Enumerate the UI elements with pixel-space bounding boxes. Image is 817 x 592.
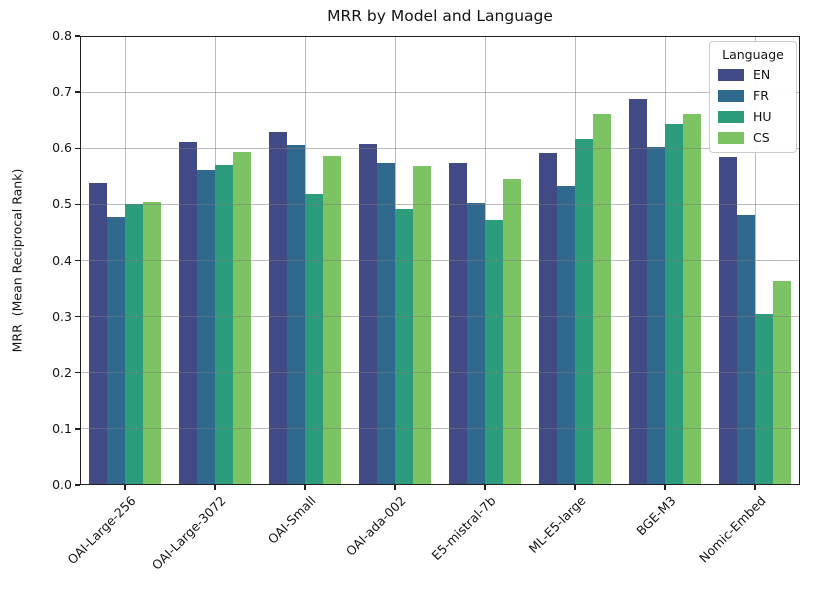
gridline-horizontal — [80, 203, 800, 205]
bar-BGE-M3-EN — [629, 99, 647, 485]
bar-ML-E5-large-HU — [575, 139, 593, 485]
legend-items: EN FR HU CS — [718, 66, 788, 146]
bar-OAI-Small-EN — [269, 131, 287, 485]
y-tick-mark — [75, 372, 80, 374]
bar-OAI-Small-HU — [305, 194, 323, 485]
y-tick-mark — [75, 484, 80, 486]
x-tick-mark — [214, 485, 216, 490]
y-tick-mark — [75, 91, 80, 93]
bar-ML-E5-large-CS — [593, 114, 611, 485]
gridline-vertical — [304, 36, 306, 485]
y-tick-mark — [75, 259, 80, 262]
y-tick-label: 0.2 — [52, 364, 72, 380]
y-tick-mark — [75, 35, 80, 37]
x-tick-mark — [574, 485, 576, 490]
legend-swatch-HU — [718, 110, 744, 123]
bar-OAI-Large-256-EN — [89, 183, 107, 485]
x-tick-mark — [664, 485, 666, 490]
y-tick-mark — [75, 147, 80, 149]
bar-OAI-Small-CS — [323, 155, 341, 485]
legend-label-CS: CS — [753, 130, 770, 145]
bar-BGE-M3-CS — [683, 114, 701, 485]
y-axis-label-container: MRR (Mean Reciprocal Rank) — [0, 36, 34, 485]
legend-item-CS: CS — [718, 129, 788, 146]
bar-OAI-Large-256-HU — [125, 204, 143, 485]
bar-OAI-ada-002-FR — [377, 162, 395, 485]
gridline-horizontal — [80, 91, 800, 93]
legend-label-FR: FR — [753, 88, 769, 103]
legend-item-HU: HU — [718, 108, 788, 125]
bar-Nomic-Embed-FR — [737, 215, 755, 485]
y-tick-mark — [75, 203, 80, 206]
legend-title: Language — [722, 47, 784, 62]
legend-swatch-CS — [718, 131, 744, 144]
gridline-vertical — [214, 36, 216, 485]
gridline-vertical — [574, 36, 576, 485]
x-tick-label: OAI-Large-256 — [64, 493, 139, 568]
y-tick-label: 0.4 — [52, 252, 72, 268]
bar-ML-E5-large-FR — [557, 185, 575, 485]
bar-E5-mistral-7b-FR — [467, 202, 485, 485]
legend-item-EN: EN — [718, 66, 788, 83]
bar-OAI-ada-002-EN — [359, 144, 377, 485]
x-tick-mark — [484, 485, 486, 490]
bar-OAI-ada-002-HU — [395, 209, 413, 485]
bar-E5-mistral-7b-HU — [485, 219, 503, 485]
y-tick-label: 0.6 — [52, 140, 72, 156]
bar-OAI-Large-256-CS — [143, 201, 161, 485]
y-axis-label: MRR (Mean Reciprocal Rank) — [9, 168, 25, 353]
bar-ML-E5-large-EN — [539, 152, 557, 485]
y-tick-label: 0.5 — [52, 196, 72, 212]
legend-item-FR: FR — [718, 87, 788, 104]
bar-OAI-ada-002-CS — [413, 166, 431, 485]
chart-title: MRR by Model and Language — [327, 7, 553, 25]
gridline-vertical — [394, 36, 396, 485]
gridline-vertical — [124, 36, 126, 485]
legend-swatch-EN — [718, 68, 744, 81]
gridline-horizontal — [80, 147, 800, 149]
y-tick-label: 0.8 — [52, 28, 72, 43]
x-tick-mark — [754, 485, 756, 490]
bar-OAI-Small-FR — [287, 145, 305, 485]
bar-Nomic-Embed-HU — [755, 313, 773, 485]
y-tick-label: 0.1 — [52, 420, 72, 436]
bar-OAI-Large-3072-FR — [197, 170, 215, 485]
y-tick-mark — [75, 428, 80, 430]
bar-OAI-Large-3072-EN — [179, 141, 197, 485]
legend-label-EN: EN — [753, 67, 771, 82]
bar-E5-mistral-7b-CS — [503, 179, 521, 485]
gridline-vertical — [754, 36, 756, 485]
gridline-horizontal — [80, 316, 800, 318]
bar-OAI-Large-3072-HU — [215, 165, 233, 485]
bar-Nomic-Embed-EN — [719, 157, 737, 485]
gridline-horizontal — [80, 428, 800, 430]
gridline-vertical — [664, 36, 666, 485]
gridline-horizontal — [80, 260, 800, 261]
bar-E5-mistral-7b-EN — [449, 163, 467, 485]
legend-swatch-FR — [718, 89, 744, 102]
bar-Nomic-Embed-CS — [773, 281, 791, 485]
bar-OAI-Large-3072-CS — [233, 152, 251, 485]
y-tick-label: 0.3 — [52, 308, 72, 324]
bar-BGE-M3-FR — [647, 146, 665, 485]
legend-label-HU: HU — [753, 109, 772, 124]
bar-OAI-Large-256-FR — [107, 216, 125, 485]
y-tick-mark — [75, 315, 80, 318]
x-tick-mark — [124, 485, 126, 490]
legend: Language EN FR HU CS — [709, 41, 797, 153]
bar-BGE-M3-HU — [665, 123, 683, 485]
y-tick-label: 0.0 — [52, 477, 72, 492]
x-tick-mark — [304, 485, 306, 490]
x-tick-mark — [394, 485, 396, 490]
gridline-vertical — [484, 36, 486, 485]
gridline-horizontal — [80, 372, 800, 374]
y-tick-label: 0.7 — [52, 84, 72, 100]
plot-area: Language EN FR HU CS — [80, 36, 800, 485]
